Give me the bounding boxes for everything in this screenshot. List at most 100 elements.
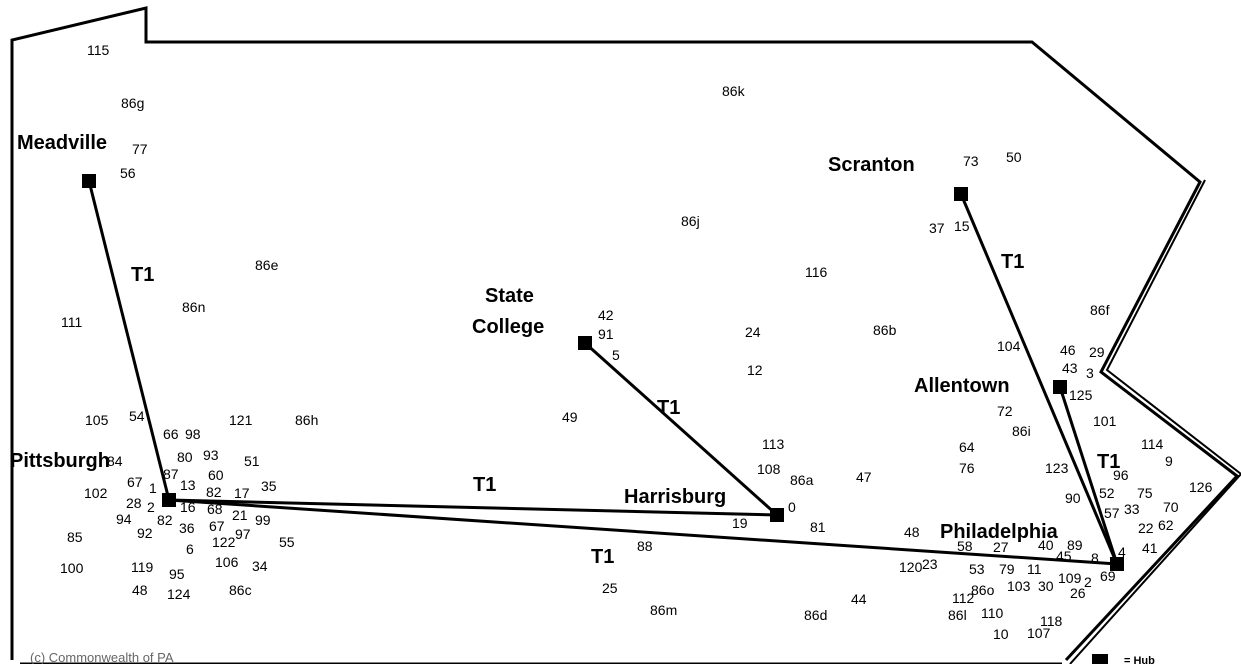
site-label: 77	[132, 141, 148, 157]
site-label: 6	[186, 541, 194, 557]
site-label: 48	[132, 582, 148, 598]
hubs-layer: Meadville Pittsburgh State College Harrisbur…	[10, 132, 1124, 571]
site-label: 104	[997, 338, 1021, 354]
site-label: 102	[84, 485, 108, 501]
site-label: 123	[1045, 460, 1069, 476]
hub-label-pittsburgh: Pittsburgh	[10, 450, 110, 472]
site-label: 56	[120, 165, 136, 181]
site-label: 107	[1027, 625, 1051, 641]
site-label: 82	[206, 484, 222, 500]
site-label: 86c	[229, 582, 252, 598]
site-label: 50	[1006, 149, 1022, 165]
site-label: 114	[1141, 436, 1164, 452]
site-label: 86o	[971, 582, 995, 598]
site-label: 118	[1040, 613, 1063, 629]
site-label: 66	[163, 426, 179, 442]
site-label: 86h	[295, 412, 318, 428]
site-label: 3	[1086, 365, 1094, 381]
site-label: 67	[209, 518, 225, 534]
site-label: 100	[60, 560, 84, 576]
site-label: 93	[203, 447, 219, 463]
site-label: 2	[1084, 574, 1092, 590]
site-label: 84	[107, 453, 123, 469]
site-label: 49	[562, 409, 578, 425]
site-label: 92	[137, 525, 153, 541]
site-label: 126	[1189, 479, 1213, 495]
site-label: 16	[180, 499, 196, 515]
site-label: 23	[922, 556, 938, 572]
site-label: 120	[899, 559, 923, 575]
legend: = Hub	[1092, 654, 1155, 664]
site-label: 91	[598, 326, 614, 342]
site-label: 86g	[121, 95, 144, 111]
hub-marker-allentown	[1053, 380, 1067, 394]
site-label: 25	[602, 580, 618, 596]
site-label: 35	[261, 478, 277, 494]
site-label: 97	[235, 526, 251, 542]
site-label: 11	[1027, 561, 1042, 577]
hub-marker-harrisburg	[770, 508, 784, 522]
site-label: 121	[229, 412, 253, 428]
link-scranton-philadelphia	[959, 193, 1119, 565]
site-label: 33	[1124, 501, 1140, 517]
site-label: 9	[1165, 453, 1173, 469]
state-outline	[10, 6, 1241, 664]
site-label: 54	[129, 408, 145, 424]
link-label-scranton-philadelphia: T1	[1001, 251, 1024, 273]
site-label: 113	[762, 436, 785, 452]
site-label: 36	[179, 520, 195, 536]
link-pittsburgh-harrisburg	[168, 498, 778, 517]
site-label: 86b	[873, 322, 897, 338]
site-label: 86d	[804, 607, 827, 623]
site-label: 111	[61, 314, 82, 330]
hub-label-scranton: Scranton	[828, 154, 915, 176]
site-label: 86f	[1090, 302, 1110, 318]
site-label: 37	[929, 220, 945, 236]
site-label: 101	[1093, 413, 1117, 429]
site-label: 58	[957, 538, 973, 554]
site-label: 81	[810, 519, 826, 535]
site-label: 0	[788, 499, 796, 515]
site-label: 85	[67, 529, 83, 545]
site-label: 73	[963, 153, 979, 169]
site-label: 72	[997, 403, 1013, 419]
site-label: 95	[169, 566, 185, 582]
site-label: 82	[157, 512, 173, 528]
site-label: 8	[1091, 550, 1099, 566]
site-label: 98	[185, 426, 201, 442]
site-label: 103	[1007, 578, 1031, 594]
site-label: 57	[1104, 505, 1120, 521]
site-label: 53	[969, 561, 985, 577]
link-label-meadville-pittsburgh: T1	[131, 264, 154, 286]
site-label: 19	[732, 515, 748, 531]
site-label: 80	[177, 449, 193, 465]
legend-hub-label: = Hub	[1124, 655, 1155, 664]
site-label: 41	[1142, 540, 1158, 556]
site-label: 17	[234, 485, 250, 501]
site-label: 21	[232, 507, 248, 523]
link-label-pittsburgh-philadelphia: T1	[591, 546, 614, 568]
hub-label-state-college: State	[485, 285, 534, 307]
site-label: 79	[999, 561, 1015, 577]
site-label: 86j	[681, 213, 700, 229]
site-label: 42	[598, 307, 614, 323]
site-label: 86i	[1012, 423, 1031, 439]
hub-marker-pittsburgh	[162, 493, 176, 507]
link-state-college-harrisburg	[583, 341, 779, 517]
site-label: 40	[1038, 537, 1054, 553]
site-label: 69	[1100, 568, 1116, 584]
hub-label-state-college: College	[472, 316, 544, 338]
site-label: 109	[1058, 570, 1082, 586]
hub-marker-philadelphia	[1110, 557, 1124, 571]
site-label: 26	[1070, 585, 1086, 601]
site-label: 2	[147, 499, 155, 515]
hub-marker-scranton	[954, 187, 968, 201]
site-label: 48	[904, 524, 920, 540]
site-label: 125	[1069, 387, 1093, 403]
link-label-allentown-philadelphia: T1	[1097, 451, 1120, 473]
site-label: 24	[745, 324, 761, 340]
site-label: 34	[252, 558, 268, 574]
site-label: 55	[279, 534, 295, 550]
site-label: 15	[954, 218, 970, 234]
